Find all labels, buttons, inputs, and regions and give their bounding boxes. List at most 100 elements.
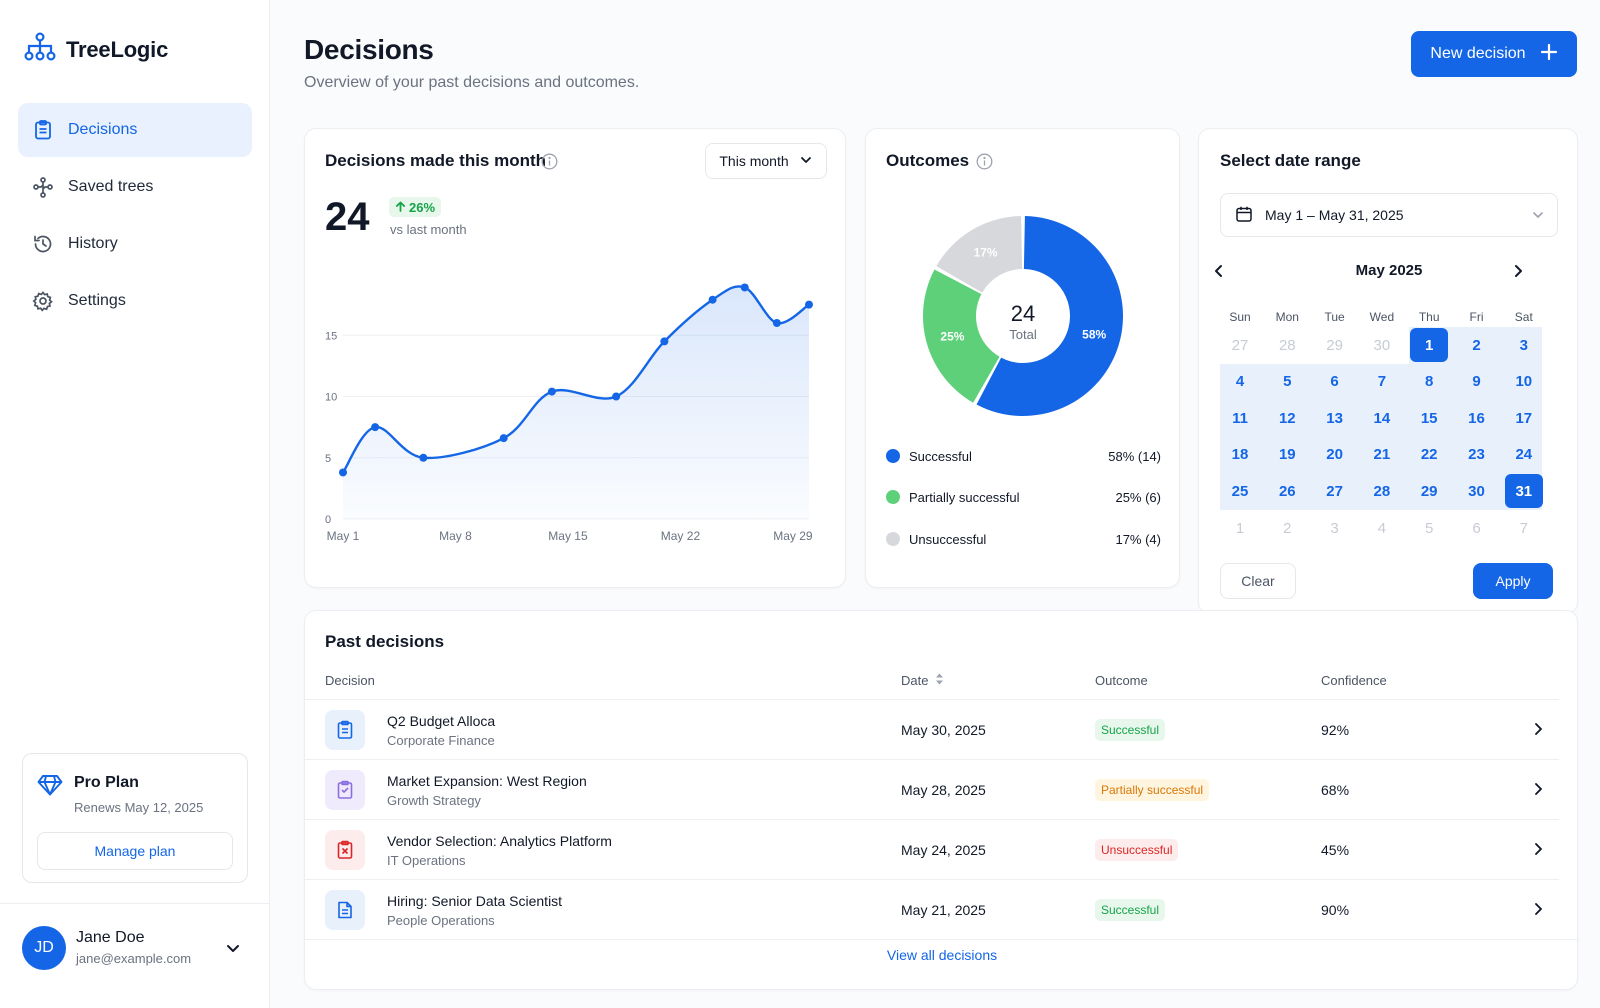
sidebar-item-settings[interactable]: Settings xyxy=(18,274,252,328)
outcome-badge: Successful xyxy=(1095,719,1166,741)
table-row[interactable]: Hiring: Senior Data Scientist People Ope… xyxy=(305,879,1559,939)
manage-plan-button[interactable]: Manage plan xyxy=(37,832,233,870)
clear-button[interactable]: Clear xyxy=(1220,563,1296,599)
calendar-day[interactable]: 25 xyxy=(1231,482,1249,500)
calendar-day[interactable]: 10 xyxy=(1515,373,1533,391)
table-row[interactable]: Vendor Selection: Analytics Platform IT … xyxy=(305,819,1559,879)
legend-label: Successful xyxy=(909,448,972,464)
view-all-decisions-link[interactable]: View all decisions xyxy=(886,947,998,963)
calendar-day[interactable]: 5 xyxy=(1425,519,1434,537)
calendar-day[interactable]: 7 xyxy=(1519,519,1528,537)
column-header-outcome[interactable]: Outcome xyxy=(1095,673,1148,688)
decision-title: Vendor Selection: Analytics Platform xyxy=(387,833,612,849)
calendar-day[interactable]: 14 xyxy=(1373,409,1391,427)
table-row[interactable]: Q2 Budget Alloca Corporate Finance May 3… xyxy=(305,699,1559,759)
calendar-day[interactable]: 6 xyxy=(1330,373,1339,391)
chevron-down-icon xyxy=(799,153,813,170)
column-header-label: Date xyxy=(901,673,929,688)
calendar-day[interactable]: 30 xyxy=(1373,336,1391,354)
calendar-day[interactable]: 6 xyxy=(1472,519,1481,537)
info-icon[interactable] xyxy=(976,153,993,175)
column-header-decision[interactable]: Decision xyxy=(325,673,375,688)
calendar-day[interactable]: 3 xyxy=(1519,336,1528,354)
page-subtitle: Overview of your past decisions and outc… xyxy=(304,74,640,91)
calendar-day[interactable]: 27 xyxy=(1231,336,1249,354)
donut-hole xyxy=(977,270,1069,362)
calendar-day[interactable]: 27 xyxy=(1326,482,1343,500)
calendar-day[interactable]: 2 xyxy=(1283,519,1292,537)
calendar-day[interactable]: 1 xyxy=(1235,519,1245,537)
calendar-day[interactable]: 4 xyxy=(1235,373,1245,391)
calendar-day[interactable]: 7 xyxy=(1377,373,1387,391)
calendar-day[interactable]: 29 xyxy=(1420,482,1438,500)
chevron-right-icon[interactable] xyxy=(1529,780,1547,803)
plan-renewal-date: Renews May 12, 2025 xyxy=(74,800,204,815)
sidebar-item-saved-trees[interactable]: Saved trees xyxy=(18,160,252,214)
table-row[interactable]: Market Expansion: West Region Growth Str… xyxy=(305,759,1559,819)
document-icon xyxy=(325,830,365,870)
legend-value: 25% (6) xyxy=(1115,489,1161,505)
user-name: Jane Doe xyxy=(76,929,145,946)
calendar-day[interactable]: 30 xyxy=(1468,482,1485,500)
calendar-day[interactable]: 18 xyxy=(1231,446,1249,464)
calendar-day[interactable]: 19 xyxy=(1278,446,1296,464)
date-range-input[interactable]: May 1 – May 31, 2025 xyxy=(1220,193,1558,237)
calendar-day[interactable]: 17 xyxy=(1515,409,1533,427)
avatar[interactable]: JD xyxy=(22,926,66,970)
calendar-day[interactable]: 2 xyxy=(1472,336,1481,354)
donut-slice-label: 25% xyxy=(940,330,964,344)
calendar-day[interactable]: 22 xyxy=(1420,446,1438,464)
data-point xyxy=(708,295,717,304)
period-select[interactable]: This month xyxy=(705,143,827,179)
card-title: Past decisions xyxy=(325,632,445,651)
chevron-right-icon[interactable] xyxy=(1529,720,1547,743)
apply-button[interactable]: Apply xyxy=(1473,563,1553,599)
data-point xyxy=(805,300,813,309)
calendar-day[interactable]: 13 xyxy=(1326,409,1343,427)
brand[interactable]: TreeLogic xyxy=(24,32,168,67)
calendar-day[interactable]: 26 xyxy=(1278,482,1296,500)
legend-label: Unsuccessful xyxy=(909,531,987,547)
data-point xyxy=(339,468,347,477)
column-header-confidence[interactable]: Confidence xyxy=(1321,673,1387,688)
sidebar-item-history[interactable]: History xyxy=(18,217,252,271)
calendar-day[interactable]: 5 xyxy=(1283,373,1292,391)
calendar-day[interactable]: 31 xyxy=(1504,474,1543,509)
calendar-day[interactable]: 12 xyxy=(1278,409,1296,427)
weekday-label: Sun xyxy=(1229,310,1251,324)
calendar-day[interactable]: 29 xyxy=(1326,336,1343,354)
decision-confidence: 92% xyxy=(1321,722,1350,738)
diamond-icon xyxy=(37,774,63,801)
calendar-day[interactable]: 1 xyxy=(1410,328,1449,362)
selected-range-band xyxy=(1220,363,1543,401)
branch-icon xyxy=(32,176,54,198)
sort-icon xyxy=(935,673,944,688)
decision-title: Q2 Budget Alloca xyxy=(387,713,496,729)
document-icon xyxy=(325,770,365,810)
info-icon[interactable] xyxy=(541,153,558,175)
new-decision-button[interactable]: New decision xyxy=(1411,31,1577,77)
calendar-day[interactable]: 9 xyxy=(1472,373,1481,391)
chevron-right-icon[interactable] xyxy=(1506,259,1530,283)
calendar-day[interactable]: 8 xyxy=(1425,373,1434,391)
x-tick-label: May 1 xyxy=(327,529,360,543)
chevron-right-icon[interactable] xyxy=(1529,840,1547,863)
calendar-day[interactable]: 21 xyxy=(1373,446,1391,464)
calendar-day[interactable]: 3 xyxy=(1330,519,1339,537)
calendar-day[interactable]: 28 xyxy=(1278,336,1296,354)
calendar-day[interactable]: 11 xyxy=(1232,409,1248,427)
calendar-day[interactable]: 20 xyxy=(1326,446,1343,464)
calendar-day[interactable]: 4 xyxy=(1377,519,1387,537)
calendar-day[interactable]: 28 xyxy=(1373,482,1391,500)
calendar-day[interactable]: 23 xyxy=(1468,446,1485,464)
weekday-label: Thu xyxy=(1418,310,1440,324)
chevron-right-icon[interactable] xyxy=(1529,900,1547,923)
chevron-down-icon[interactable] xyxy=(224,939,242,962)
calendar-day[interactable]: 24 xyxy=(1515,446,1533,464)
sidebar-item-decisions[interactable]: Decisions xyxy=(18,103,252,157)
arrow-up-icon xyxy=(395,200,406,215)
column-header-date[interactable]: Date xyxy=(901,673,944,688)
calendar-day[interactable]: 15 xyxy=(1420,409,1438,427)
calendar-day[interactable]: 16 xyxy=(1468,409,1485,427)
chevron-left-icon[interactable] xyxy=(1207,259,1231,283)
